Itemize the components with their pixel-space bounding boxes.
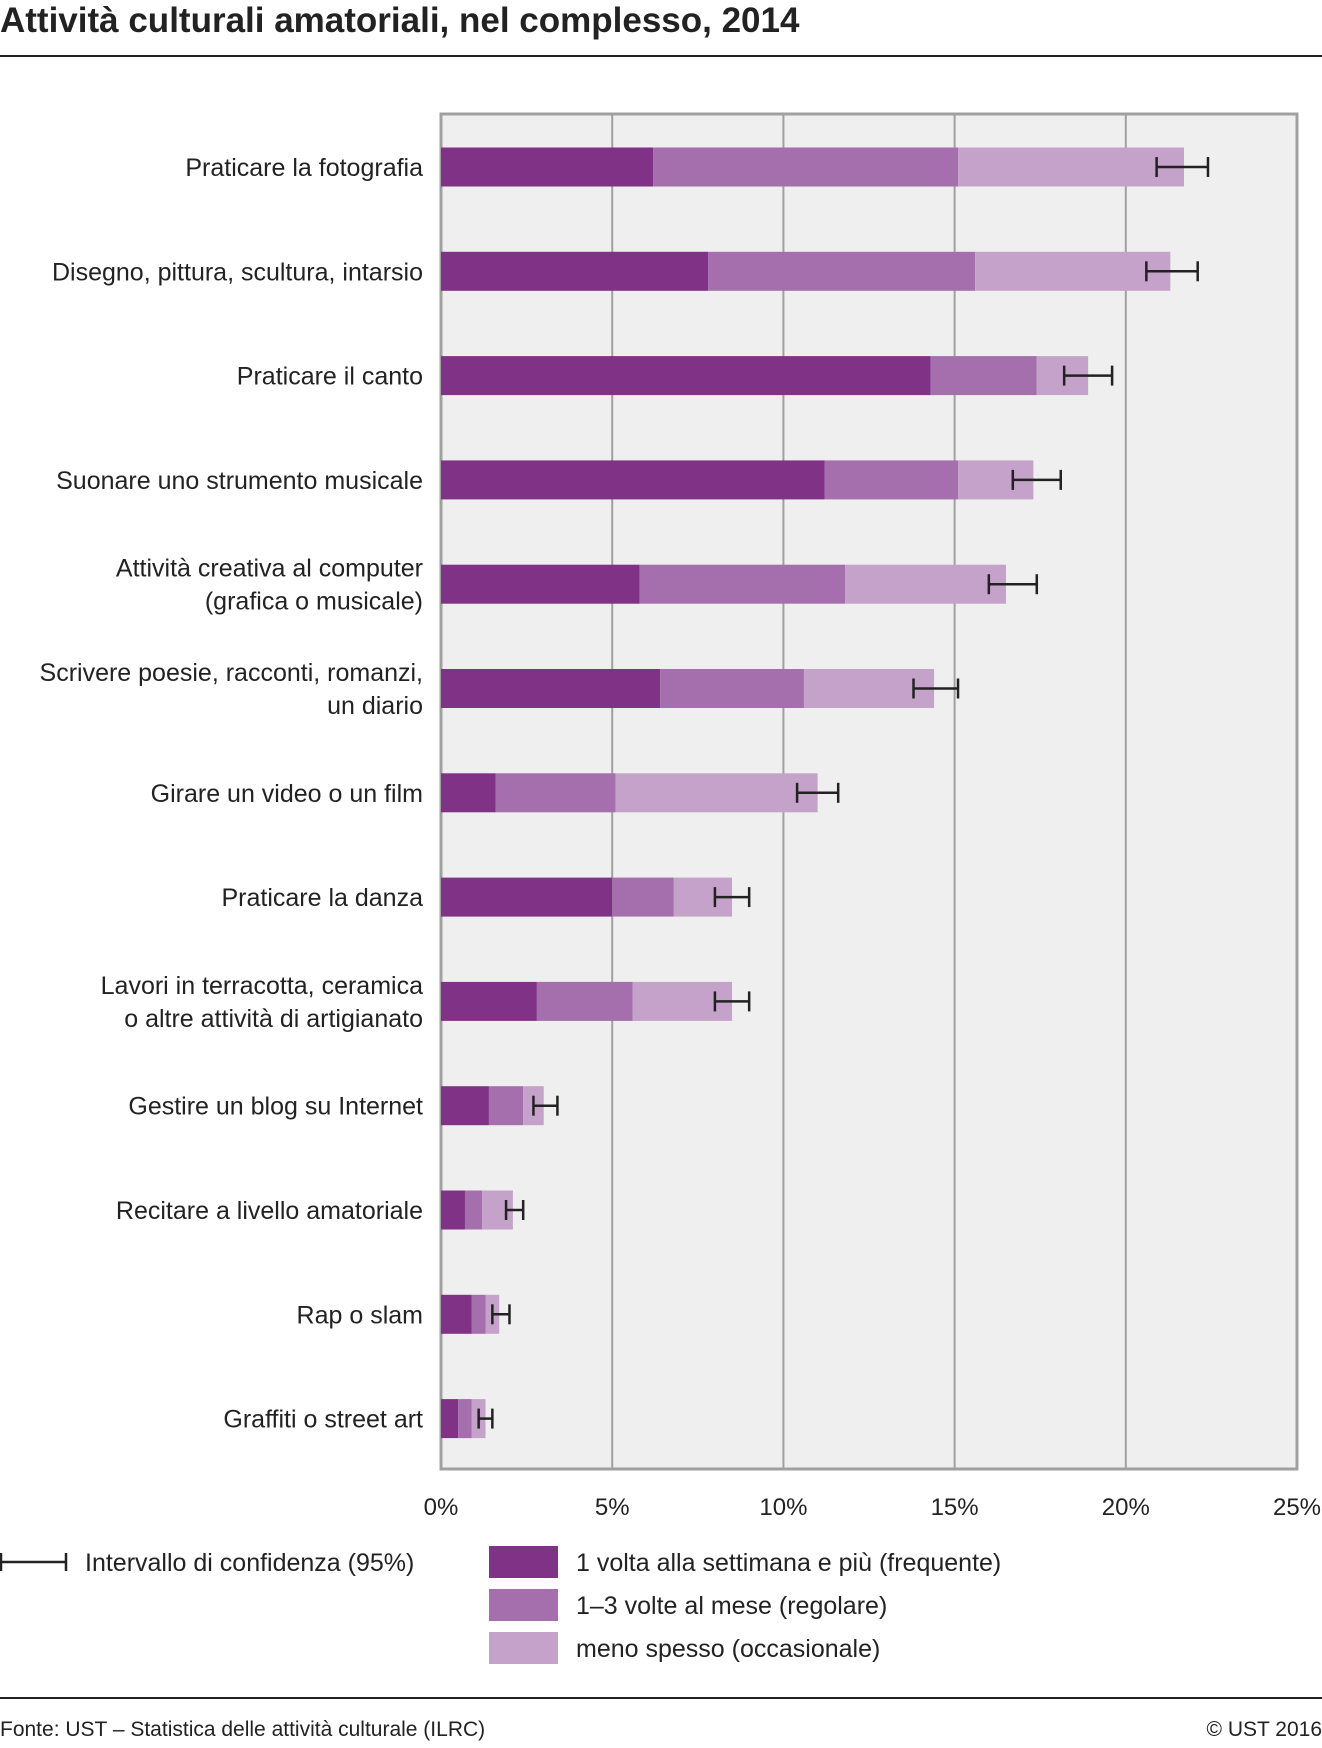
bar-segment-frequent (441, 356, 931, 396)
bar-segment-regular (653, 147, 959, 187)
x-tick-label: 10% (759, 1494, 807, 1521)
error-bar (713, 887, 751, 908)
category-label: Recitare a livello amatoriale (116, 1197, 423, 1225)
legend-ci-symbol (0, 1553, 68, 1571)
bar-row: Praticare la fotografia (185, 147, 1210, 187)
bar-row: Lavori in terracotta, ceramica o altre at… (101, 972, 751, 1033)
bar-segment-regular (639, 564, 846, 604)
copyright: © UST 2016 (1207, 1718, 1322, 1741)
legend-ci-label: Intervallo di confidenza (95%) (85, 1549, 414, 1577)
bar-segment-occasional (958, 147, 1185, 187)
category-label: Praticare la danza (221, 884, 423, 912)
legend-label-occasional: meno spesso (occasionale) (576, 1635, 880, 1663)
bar-row: Suonare uno strumento musicale (56, 460, 1062, 500)
x-tick-label: 25% (1273, 1494, 1321, 1521)
category-label: Praticare il canto (237, 363, 423, 391)
error-bar (504, 1200, 525, 1220)
bar-segment-regular (464, 1190, 483, 1230)
bar-segment-regular (495, 773, 616, 813)
bar-segment-frequent (441, 251, 709, 291)
category-label: un diario (327, 692, 423, 720)
bar-segment-regular (708, 251, 976, 291)
bar-row: Girare un video o un film (151, 773, 840, 813)
category-label: o altre attività di artigianato (124, 1005, 423, 1033)
error-bar (713, 991, 751, 1012)
error-bar (1062, 365, 1114, 386)
error-bar (1155, 157, 1210, 177)
bar-segment-regular (488, 1086, 524, 1126)
bar-segment-regular (471, 1294, 486, 1334)
bar-row: Rap o slam (297, 1294, 511, 1334)
bar-segment-frequent (441, 1294, 472, 1334)
category-label: Gestire un blog su Internet (128, 1093, 423, 1121)
legend-label-frequent: 1 volta alla settimana e più (frequente) (576, 1549, 1001, 1577)
bar-segment-frequent (441, 981, 537, 1021)
category-label: Lavori in terracotta, ceramica (101, 972, 423, 1000)
error-bar (1145, 261, 1199, 282)
category-label: Graffiti o street art (223, 1406, 423, 1434)
bar-segment-occasional (615, 773, 818, 813)
error-bar (987, 574, 1039, 595)
legend-swatch-regular (489, 1589, 558, 1621)
category-label: Scrivere poesie, racconti, romanzi, (40, 659, 423, 687)
error-bar (491, 1304, 511, 1325)
category-label: Attività creativa al computer (116, 555, 423, 583)
error-bar (477, 1408, 494, 1429)
category-label: Praticare la fotografia (185, 154, 423, 182)
bar-row: Gestire un blog su Internet (128, 1086, 559, 1126)
error-bar (1011, 469, 1062, 490)
plot-area: 0% 5% 10% 15% 20% 25% Praticare la fotografia D… (40, 112, 1321, 1521)
bar-row: Recitare a livello amatoriale (116, 1190, 525, 1230)
bar-row: Attività creativa al computer (grafica o … (116, 555, 1039, 616)
x-tick-label: 20% (1102, 1494, 1150, 1521)
bar-segment-frequent (441, 147, 654, 187)
bar-segment-regular (458, 1399, 472, 1439)
x-tick-label: 15% (931, 1494, 979, 1521)
bar-segment-regular (660, 669, 804, 708)
chart-title: Attività culturali amatoriali, nel compl… (0, 1, 800, 40)
bar-segment-frequent (441, 669, 661, 708)
x-tick-label: 0% (424, 1494, 459, 1521)
bar-segment-frequent (441, 1190, 465, 1230)
bar-segment-frequent (441, 773, 496, 813)
bar-segment-frequent (441, 564, 640, 604)
bar-row: Praticare la danza (221, 877, 751, 917)
category-label: Disegno, pittura, scultura, intarsio (52, 258, 423, 286)
bar-segment-frequent (441, 1399, 459, 1439)
source-note: Fonte: UST – Statistica delle attività c… (0, 1718, 485, 1741)
bar-segment-frequent (441, 877, 613, 917)
bar-segment-occasional (845, 564, 1006, 604)
bar-segment-regular (536, 981, 633, 1021)
bar-segment-occasional (975, 251, 1171, 291)
bar-row: Disegno, pittura, scultura, intarsio (52, 251, 1199, 291)
error-bar (912, 678, 960, 699)
category-label: Suonare uno strumento musicale (56, 467, 423, 495)
legend-swatch-occasional (489, 1632, 558, 1664)
category-label: Rap o slam (297, 1301, 423, 1329)
bar-segment-regular (612, 877, 674, 917)
legend-swatch-frequent (489, 1546, 558, 1578)
bar-row: Graffiti o street art (223, 1399, 494, 1439)
legend-label-regular: 1–3 volte al mese (regolare) (576, 1592, 887, 1620)
category-label: Girare un video o un film (151, 780, 423, 808)
category-label: (grafica o musicale) (205, 588, 423, 616)
bar-segment-frequent (441, 460, 825, 500)
error-bar (795, 782, 840, 803)
bar-segment-regular (930, 356, 1037, 396)
bar-segment-regular (824, 460, 959, 500)
error-bar (532, 1095, 559, 1116)
bar-row: Praticare il canto (237, 356, 1114, 396)
x-tick-label: 5% (595, 1494, 630, 1521)
legend: Intervallo di confidenza (95%) 1 volta al… (0, 1546, 1001, 1664)
bar-segment-frequent (441, 1086, 489, 1126)
bar-row: Scrivere poesie, racconti, romanzi, un di… (40, 659, 960, 720)
